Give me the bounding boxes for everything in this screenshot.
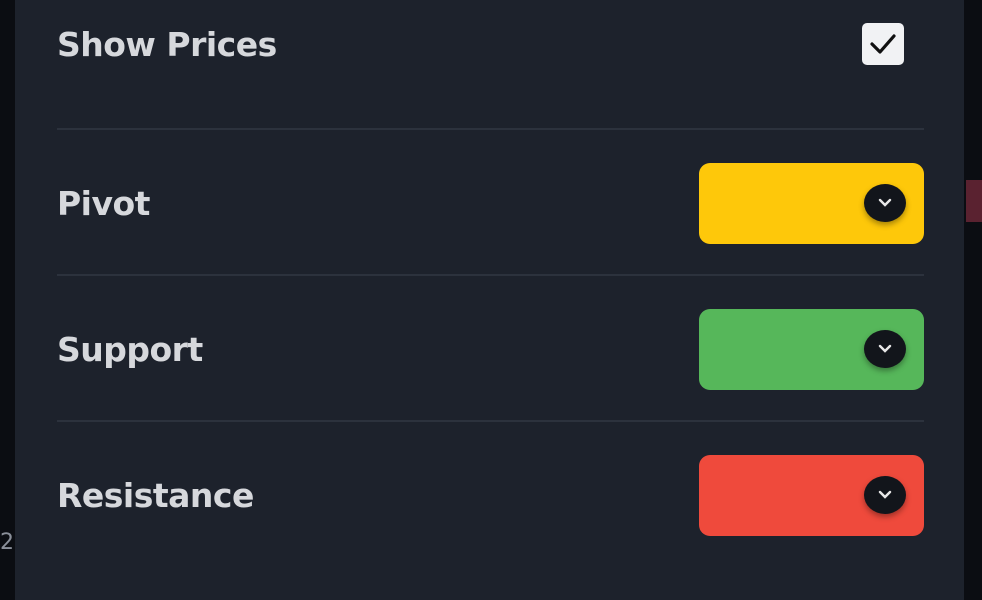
show-prices-row: Show Prices xyxy=(57,3,924,85)
resistance-row: Resistance xyxy=(57,454,924,536)
chevron-down-icon[interactable] xyxy=(864,476,906,514)
show-prices-label: Show Prices xyxy=(57,24,277,64)
chevron-down-icon[interactable] xyxy=(864,330,906,368)
support-label: Support xyxy=(57,329,203,369)
pivot-row: Pivot xyxy=(57,162,924,244)
checkmark-icon xyxy=(870,34,896,54)
divider xyxy=(57,420,924,422)
pivot-color-picker[interactable] xyxy=(699,162,924,244)
support-color-picker[interactable] xyxy=(699,308,924,390)
show-prices-checkbox[interactable] xyxy=(862,23,904,65)
divider xyxy=(57,128,924,130)
settings-panel: Show Prices Pivot Support Resistance xyxy=(15,0,964,600)
support-row: Support xyxy=(57,308,924,390)
background-axis-label: 2 xyxy=(0,530,14,555)
resistance-label: Resistance xyxy=(57,475,254,515)
pivot-label: Pivot xyxy=(57,183,150,223)
divider xyxy=(57,274,924,276)
resistance-color-picker[interactable] xyxy=(699,454,924,536)
chevron-down-icon[interactable] xyxy=(864,184,906,222)
background-chart-marker xyxy=(966,180,982,222)
